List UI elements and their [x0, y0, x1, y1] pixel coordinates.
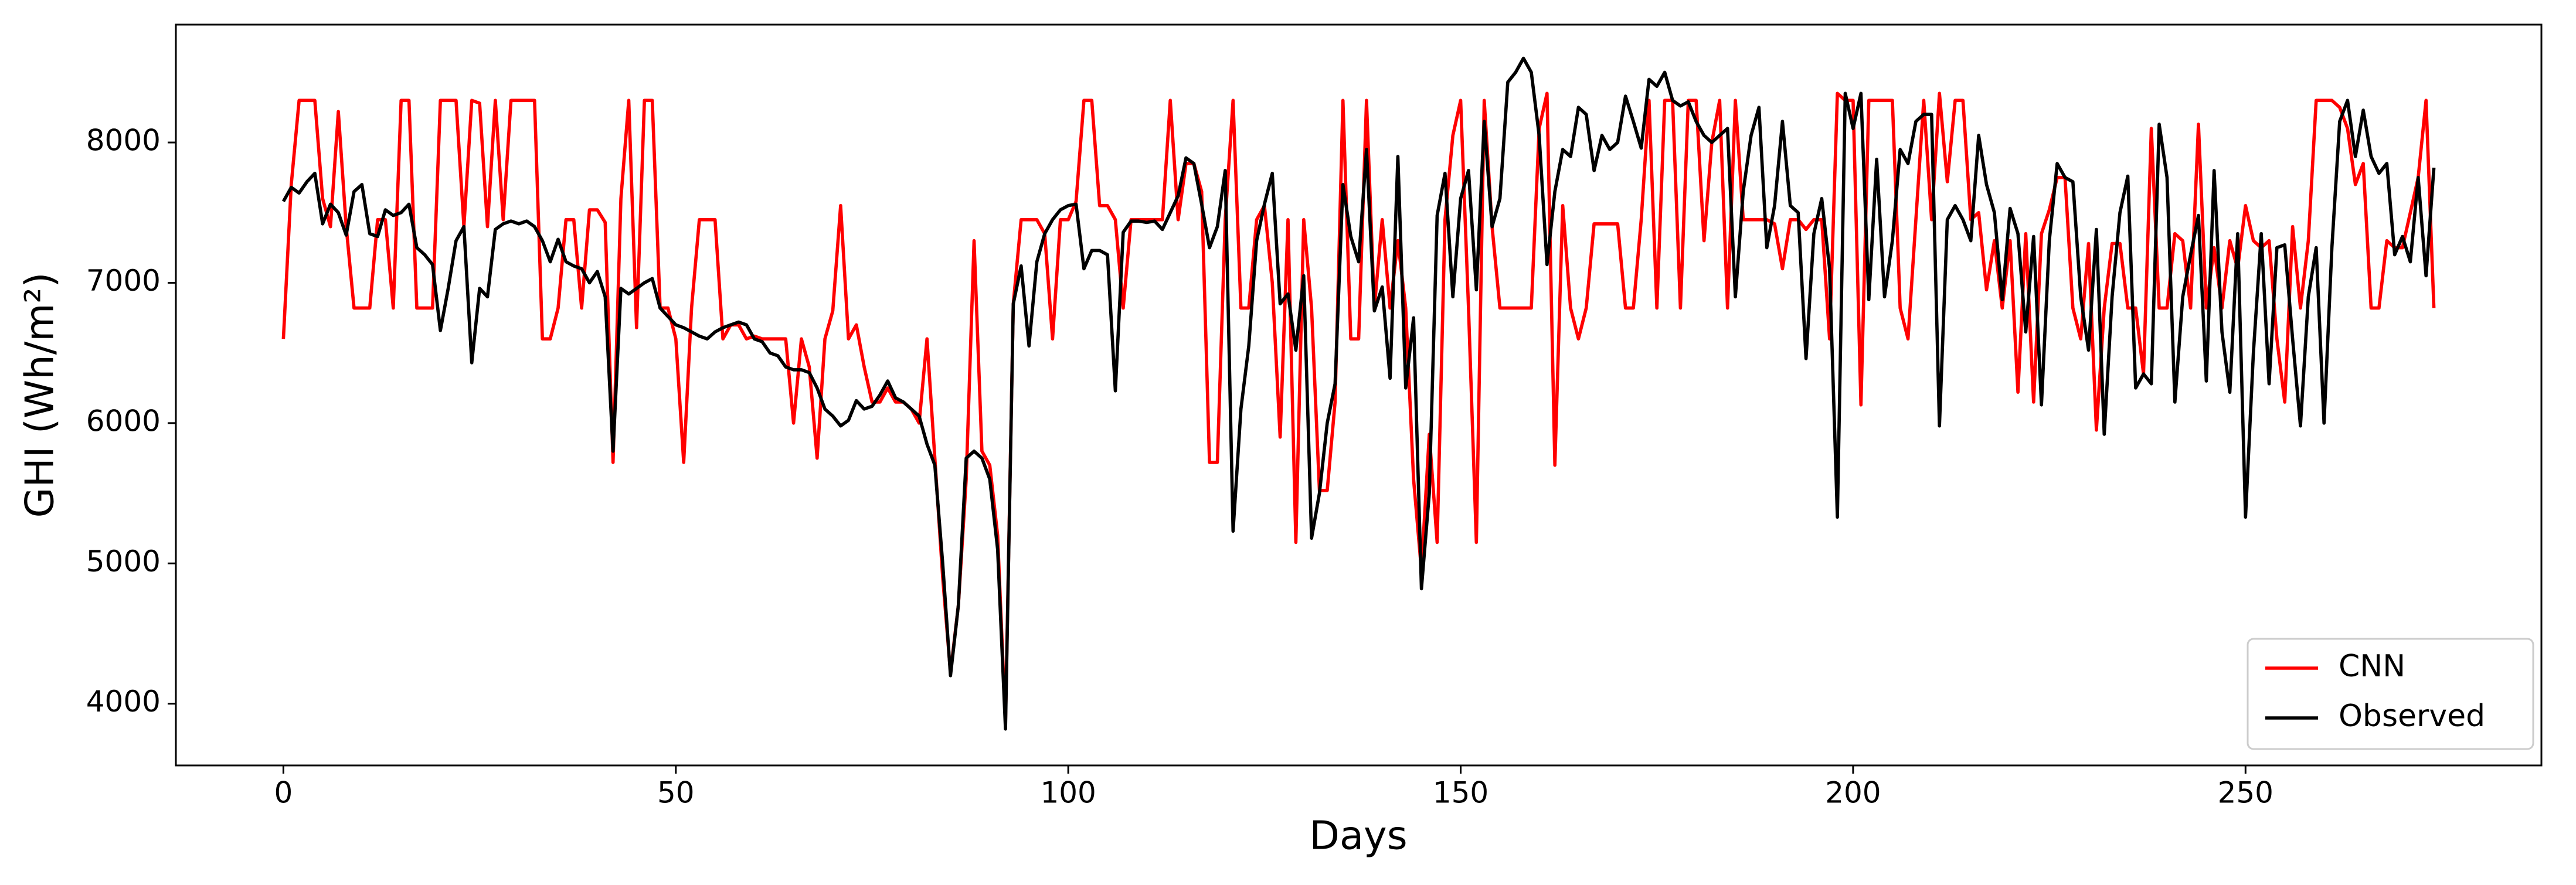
legend-label: CNN — [2339, 649, 2405, 684]
y-tick-label: 5000 — [86, 544, 161, 578]
y-tick-label: 7000 — [86, 264, 161, 298]
x-axis-label: Days — [1309, 813, 1407, 859]
y-tick-label: 4000 — [86, 685, 161, 719]
y-tick-label: 8000 — [86, 124, 161, 158]
x-tick-label: 50 — [657, 776, 695, 810]
series-line — [281, 91, 2436, 725]
x-tick-label: 200 — [1825, 776, 1881, 810]
x-tick-label: 250 — [2218, 776, 2273, 810]
y-tick-label: 6000 — [86, 404, 161, 438]
x-tick-label: 150 — [1433, 776, 1488, 810]
plot-area — [176, 25, 2541, 765]
plot-frame — [175, 23, 2543, 767]
x-tick-label: 100 — [1040, 776, 1096, 810]
legend-box — [2247, 638, 2534, 750]
x-tick-label: 0 — [274, 776, 293, 810]
series-line — [281, 56, 2436, 731]
legend: CNN Observed — [2247, 638, 2534, 750]
legend-label: Observed — [2339, 699, 2485, 734]
y-axis-label: GHI (Wh/m²) — [17, 272, 63, 518]
